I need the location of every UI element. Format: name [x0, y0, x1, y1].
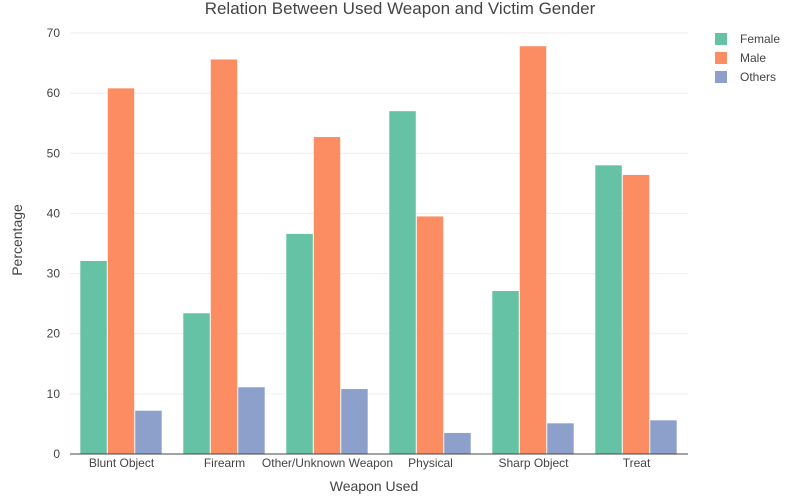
- bar-female-5: [492, 291, 519, 454]
- bars: [80, 46, 677, 455]
- legend-swatch: [715, 52, 727, 64]
- bar-female-6: [595, 165, 622, 454]
- bar-others-4: [444, 432, 471, 454]
- bar-male-2: [210, 59, 238, 455]
- x-tick-label: Blunt Object: [89, 456, 155, 470]
- bar-male-4: [416, 216, 444, 454]
- x-tick-label: Treat: [623, 456, 651, 470]
- bar-male-1: [107, 88, 135, 454]
- x-tick-label: Firearm: [204, 456, 245, 470]
- bar-female-3: [286, 233, 313, 454]
- y-tick-label: 30: [47, 267, 61, 281]
- axes: 0 10 20 30 40 50 60 70 Blunt Object Firearm Other/…: [47, 26, 688, 470]
- bar-male-3: [313, 137, 341, 455]
- legend-swatch: [715, 33, 727, 45]
- bar-female-1: [80, 260, 107, 454]
- y-tick-label: 20: [47, 327, 61, 341]
- y-tick-label: 0: [53, 447, 60, 461]
- bar-others-3: [341, 389, 368, 454]
- y-tick-label: 60: [47, 86, 61, 100]
- y-axis-title: Percentage: [9, 204, 25, 276]
- bar-male-6: [622, 174, 650, 454]
- bar-others-1: [135, 410, 162, 454]
- x-axis-title: Weapon Used: [330, 478, 418, 494]
- y-tick-label: 40: [47, 206, 61, 220]
- gridlines: [70, 32, 688, 395]
- bar-others-2: [238, 387, 265, 454]
- y-tick-label: 70: [47, 26, 61, 40]
- y-tick-label: 50: [47, 146, 61, 160]
- bar-female-2: [183, 313, 210, 454]
- bar-female-4: [389, 111, 416, 454]
- x-tick-label: Sharp Object: [498, 456, 569, 470]
- legend-label: Male: [740, 51, 766, 65]
- bar-male-5: [519, 46, 547, 454]
- bar-others-6: [650, 420, 677, 454]
- bar-others-5: [547, 423, 574, 454]
- legend-swatch: [715, 71, 727, 83]
- x-tick-label: Other/Unknown Weapon: [262, 456, 393, 470]
- legend: Female Male Others: [715, 32, 780, 84]
- chart-title: Relation Between Used Weapon and Victim …: [205, 0, 596, 18]
- legend-label: Others: [740, 70, 776, 84]
- x-tick-label: Physical: [408, 456, 453, 470]
- legend-label: Female: [740, 32, 780, 46]
- y-tick-label: 10: [47, 387, 61, 401]
